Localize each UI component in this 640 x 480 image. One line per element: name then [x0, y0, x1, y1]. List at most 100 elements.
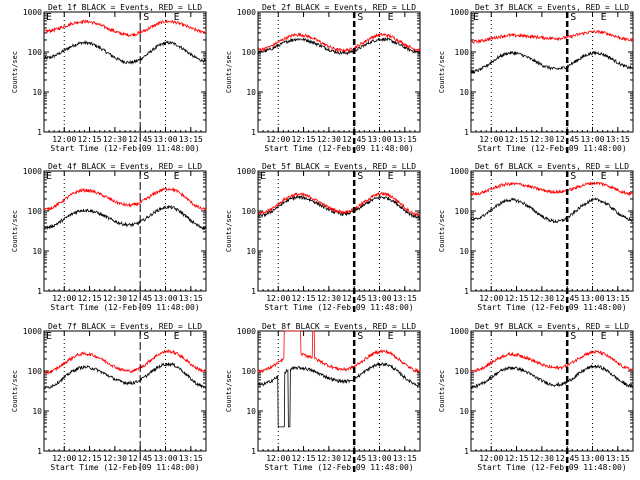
x-tick-label: 13:00	[367, 294, 391, 303]
x-tick-label: 12:30	[530, 454, 554, 463]
x-tick-label: 13:15	[606, 294, 630, 303]
x-tick-label: 12:15	[78, 454, 102, 463]
panel-4: Det 4f BLACK = Events, RED = LLD 1 10 100 10…	[11, 162, 207, 313]
y-axis-label: Counts/sec	[11, 370, 19, 412]
x-tick-label: 12:30	[317, 135, 341, 144]
panel-1: Det 1f BLACK = Events, RED = LLD 1 10 100 10…	[11, 3, 207, 154]
x-tick-label: 12:30	[530, 135, 554, 144]
x-tick-label: 12:00	[479, 135, 503, 144]
x-tick-label: 12:15	[78, 294, 102, 303]
plot-frame	[257, 11, 421, 133]
y-tick-label: 1	[251, 287, 256, 296]
y-tick-label: 10	[246, 407, 256, 416]
plot-frame	[43, 11, 207, 133]
x-tick-label: 12:00	[266, 135, 290, 144]
y-tick-label: 10	[459, 407, 469, 416]
panel-5: Det 5f BLACK = Events, RED = LLD 1 10 100 10…	[225, 162, 421, 313]
panel-title: Det 9f BLACK = Events, RED = LLD	[475, 322, 629, 331]
lld-series-line	[257, 330, 421, 374]
events-series-line	[470, 197, 634, 224]
y-tick-label: 1	[251, 447, 256, 456]
x-tick-label: 12:15	[292, 135, 316, 144]
x-tick-label: 12:30	[103, 135, 127, 144]
x-tick-label: 13:00	[580, 294, 604, 303]
panel-7: Det 7f BLACK = Events, RED = LLD 1 10 100 10…	[11, 322, 207, 473]
x-tick-label: 13:15	[179, 135, 203, 144]
marker-label: E	[174, 171, 180, 182]
marker-label: E	[174, 331, 180, 342]
y-tick-label: 100	[242, 367, 257, 376]
events-series-line	[43, 204, 207, 231]
y-tick-label: 1000	[237, 167, 256, 176]
y-tick-label: 10	[246, 88, 256, 97]
x-tick-label: 13:15	[606, 135, 630, 144]
marker-label: E	[601, 171, 607, 182]
x-tick-label: 12:00	[52, 454, 76, 463]
x-tick-label: 12:30	[530, 294, 554, 303]
events-series-line	[257, 37, 420, 56]
x-tick-label: 12:30	[103, 294, 127, 303]
panel-title: Det 4f BLACK = Events, RED = LLD	[48, 162, 202, 171]
y-tick-label: 100	[455, 207, 470, 216]
marker-label: S	[357, 171, 363, 182]
x-tick-label: 12:15	[505, 135, 529, 144]
y-tick-label: 1000	[23, 327, 42, 336]
x-tick-label: 12:00	[52, 294, 76, 303]
y-tick-label: 1000	[450, 327, 469, 336]
x-axis-label: Start Time (12-Feb-09 11:48:00)	[50, 303, 199, 312]
panel-title: Det 5f BLACK = Events, RED = LLD	[262, 162, 416, 171]
x-tick-label: 12:30	[317, 294, 341, 303]
marker-label: E	[46, 331, 52, 342]
y-tick-label: 10	[32, 247, 42, 256]
panel-6: Det 6f BLACK = Events, RED = LLD 1 10 100 10…	[438, 162, 634, 313]
plot-frame	[470, 170, 634, 292]
marker-label: E	[46, 171, 52, 182]
panel-9: Det 9f BLACK = Events, RED = LLD 1 10 100 10…	[438, 322, 634, 473]
panel-2: Det 2f BLACK = Events, RED = LLD 1 10 100 10…	[225, 3, 421, 154]
lld-series-line	[470, 349, 634, 373]
marker-label: E	[388, 331, 394, 342]
y-tick-label: 1000	[237, 8, 256, 17]
events-series-line	[43, 361, 207, 390]
x-tick-label: 12:15	[505, 454, 529, 463]
y-tick-label: 100	[28, 367, 43, 376]
x-tick-label: 12:00	[266, 454, 290, 463]
lld-series-line	[257, 191, 421, 218]
x-tick-label: 13:15	[606, 454, 630, 463]
y-tick-label: 10	[32, 88, 42, 97]
x-tick-label: 12:15	[505, 294, 529, 303]
y-tick-label: 1	[464, 128, 469, 137]
x-axis-label: Start Time (12-Feb-09 11:48:00)	[477, 463, 626, 472]
y-tick-label: 100	[242, 48, 257, 57]
marker-label: E	[473, 12, 479, 23]
x-tick-label: 13:00	[580, 135, 604, 144]
x-tick-label: 13:15	[393, 454, 417, 463]
marker-label: S	[357, 12, 363, 23]
plot-frame	[43, 330, 207, 452]
y-axis-label: Counts/sec	[225, 51, 233, 93]
x-tick-label: 13:00	[153, 294, 177, 303]
y-axis-label: Counts/sec	[225, 370, 233, 412]
plot-frame	[257, 330, 421, 452]
y-tick-label: 100	[455, 48, 470, 57]
y-tick-label: 10	[32, 407, 42, 416]
y-axis-label: Counts/sec	[11, 210, 19, 252]
x-tick-label: 12:15	[292, 454, 316, 463]
x-tick-label: 12:00	[52, 135, 76, 144]
x-tick-label: 13:00	[367, 135, 391, 144]
x-tick-label: 12:00	[266, 294, 290, 303]
y-tick-label: 1	[37, 287, 42, 296]
x-tick-label: 12:15	[292, 294, 316, 303]
panel-8: Det 8f BLACK = Events, RED = LLD 1 10 100 10…	[225, 322, 421, 473]
marker-label: E	[174, 12, 180, 23]
panel-title: Det 7f BLACK = Events, RED = LLD	[48, 322, 202, 331]
x-tick-label: 13:00	[153, 135, 177, 144]
plot-frame	[257, 170, 421, 292]
x-axis-label: Start Time (12-Feb-09 11:48:00)	[264, 144, 413, 153]
x-axis-label: Start Time (12-Feb-09 11:48:00)	[264, 303, 413, 312]
y-axis-label: Counts/sec	[438, 51, 446, 93]
marker-label: S	[143, 171, 149, 182]
lld-series-line	[257, 32, 421, 53]
marker-label: S	[357, 331, 363, 342]
marker-label: E	[601, 331, 607, 342]
